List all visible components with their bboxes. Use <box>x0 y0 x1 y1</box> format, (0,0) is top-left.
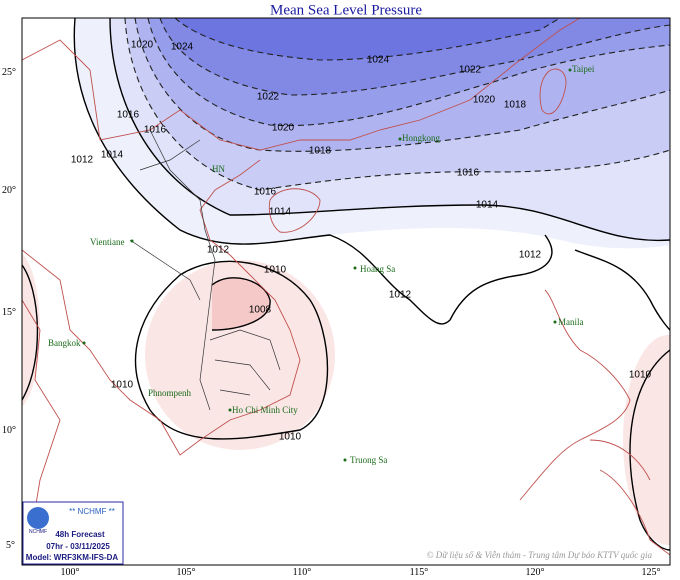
contour-label: 1024 <box>171 42 194 53</box>
contour-label: 1016 <box>117 110 140 121</box>
place: Hongkong <box>402 133 440 143</box>
lon-tick: 105° <box>177 567 196 578</box>
contour-label: 1018 <box>309 146 332 157</box>
place: Vientiane <box>90 237 124 247</box>
contour-label: 1018 <box>504 100 527 111</box>
contour-label: 1012 <box>389 290 412 301</box>
place: HN <box>212 164 225 174</box>
contour-label: 1014 <box>269 207 292 218</box>
contour-label: 1012 <box>71 155 94 166</box>
title: Mean Sea Level Pressure <box>270 2 422 18</box>
place: Truong Sa <box>350 455 387 465</box>
place: Ho Chi Minh City <box>232 405 298 415</box>
place: Hoang Sa <box>360 264 395 274</box>
contour-label: 1022 <box>459 65 482 76</box>
place: Manila <box>558 317 584 327</box>
model: Model: WRF3KM-IFS-DA <box>26 553 119 562</box>
lat-tick: 10° <box>2 425 16 436</box>
lon-tick: 115° <box>410 567 429 578</box>
axis-ticks: 100° 105° 110° 115° 120° 125° 25° 20° 15… <box>2 67 661 578</box>
lon-tick: 120° <box>526 567 545 578</box>
info-box: NCHMF ** NCHMF ** 48h Forecast 07hr - 03… <box>22 501 124 565</box>
place: Phnompenh <box>148 388 192 398</box>
time: 07hr - 03/11/2025 <box>46 542 110 551</box>
lat-tick: 5° <box>6 540 15 551</box>
contour-label: 1014 <box>101 150 124 161</box>
contour-label: 1012 <box>519 250 542 261</box>
contour-label: 1010 <box>629 370 652 381</box>
contour-label: 1020 <box>473 95 496 106</box>
place: Bangkok <box>48 338 81 348</box>
contour-label: 1022 <box>257 92 280 103</box>
contour-label: 1020 <box>272 123 295 134</box>
logo-text: NCHMF <box>29 529 47 535</box>
lat-tick: 15° <box>2 307 16 318</box>
map-area <box>22 18 670 565</box>
contour-label: 1008 <box>249 305 272 316</box>
contour-label: 1010 <box>264 265 287 276</box>
contour-label: 1010 <box>111 380 134 391</box>
org: ** NCHMF ** <box>69 507 115 516</box>
place: Taipei <box>572 64 595 74</box>
lon-tick: 125° <box>642 567 661 578</box>
contour-labels: 1024 1024 1022 1022 1020 1020 1020 1018 … <box>71 40 652 443</box>
contour-label: 1010 <box>279 432 302 443</box>
lat-tick: 20° <box>2 185 16 196</box>
contour-label: 1016 <box>144 125 167 136</box>
contour-label: 1016 <box>457 168 480 179</box>
lat-tick: 25° <box>2 67 16 78</box>
contour-label: 1014 <box>476 200 499 211</box>
places: Taipei Hongkong HN Vientiane Hoang Sa Ma… <box>48 64 595 465</box>
forecast: 48h Forecast <box>55 530 105 539</box>
lon-tick: 100° <box>61 567 80 578</box>
contour-label: 1016 <box>254 187 277 198</box>
lon-tick: 110° <box>293 567 312 578</box>
contour-label: 1012 <box>207 245 230 256</box>
contour-label: 1020 <box>131 40 154 51</box>
credit: © Dữ liệu số & Viễn thám - Trung tâm Dự … <box>427 550 653 560</box>
contour-label: 1024 <box>367 55 390 66</box>
